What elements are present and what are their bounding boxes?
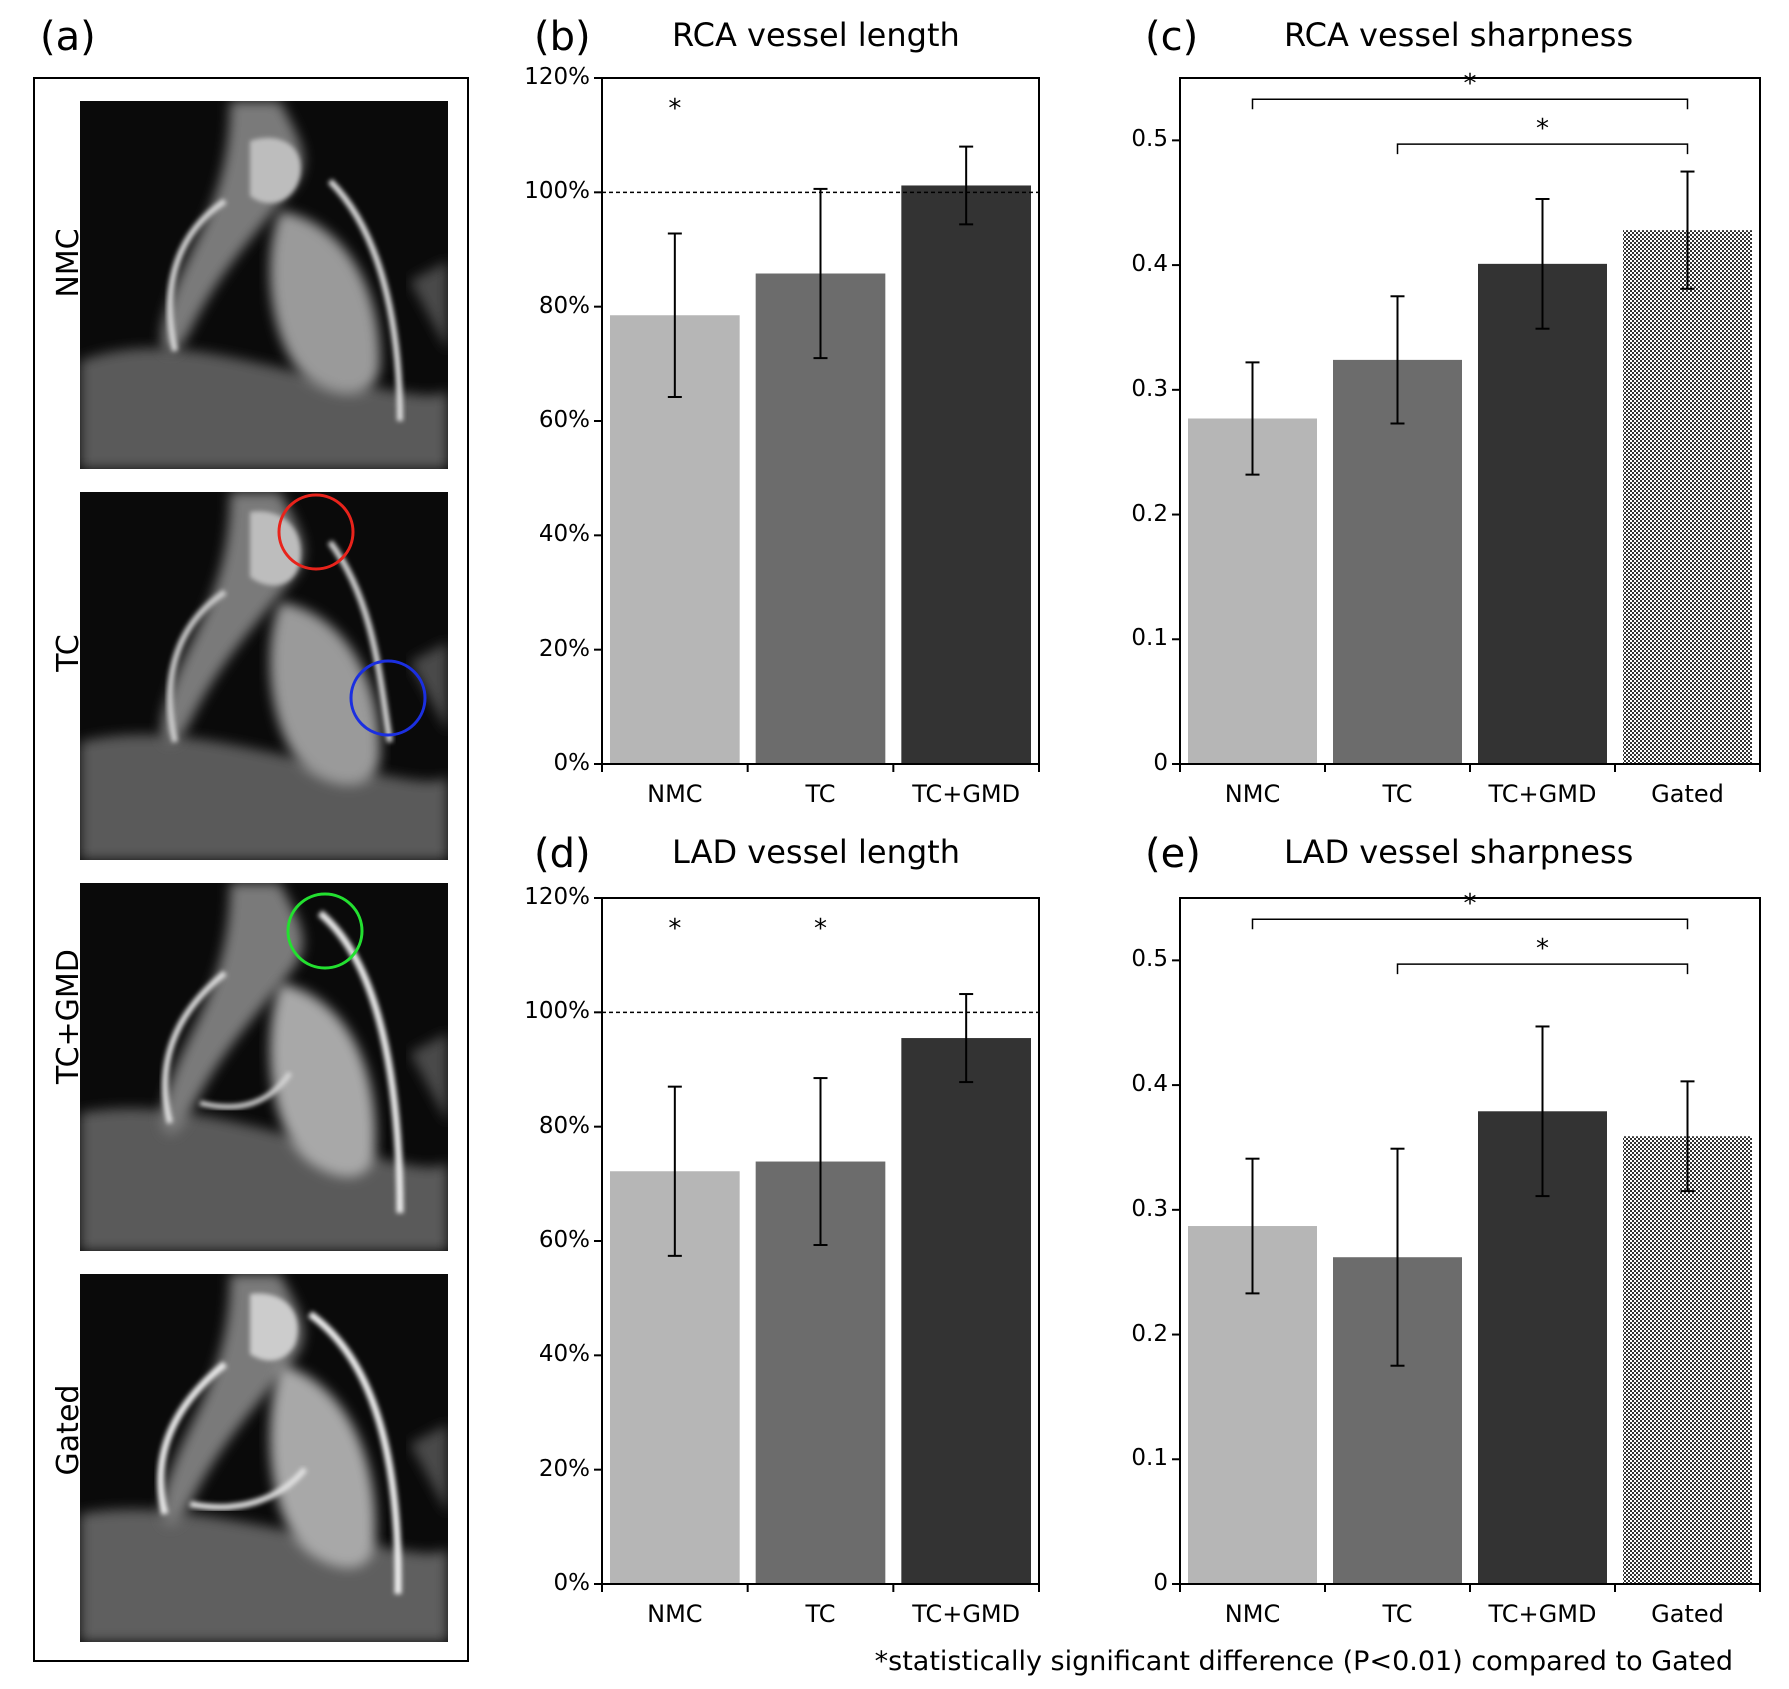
y-tick-label: 0.3 (1131, 1195, 1168, 1222)
x-tick-label: TC (1382, 1600, 1413, 1628)
significance-star: * (668, 94, 682, 124)
y-tick-label: 0% (553, 1570, 591, 1596)
significance-star: * (1536, 934, 1549, 965)
y-tick-label: 120% (524, 884, 590, 910)
significance-star: * (1463, 69, 1477, 100)
significance-star: * (814, 914, 827, 944)
mri-image-panel: NMC TC TC+GMD Gated (33, 77, 469, 1662)
significance-star: * (668, 914, 682, 944)
panel-label-b: (b) (534, 14, 591, 60)
bar-gated (1623, 230, 1752, 765)
marker-circle (349, 659, 427, 737)
y-tick-label: 0.2 (1131, 500, 1168, 527)
error-bar (1535, 197, 1550, 330)
bar-tc (1333, 359, 1462, 764)
x-tick-label: TC+GMD (912, 1600, 1021, 1628)
error-bar (1390, 1147, 1405, 1367)
marker-circle (286, 892, 364, 970)
y-tick-label: 20% (538, 1455, 590, 1482)
x-tick-label: TC (805, 780, 836, 808)
y-tick-label: 0.3 (1131, 375, 1168, 402)
y-tick-label: 0.4 (1131, 251, 1168, 278)
significance-bracket (1396, 143, 1689, 155)
y-tick-label: 0.4 (1131, 1071, 1168, 1098)
x-tick-label: TC+GMD (1488, 780, 1597, 808)
y-tick-label: 40% (538, 521, 590, 548)
y-tick-label: 20% (538, 635, 590, 662)
mri-image-tc (80, 492, 448, 860)
panel-label-a: (a) (40, 14, 96, 60)
error-bar (1535, 1025, 1550, 1198)
y-tick-label: 100% (524, 998, 590, 1025)
mri-image-nmc (80, 101, 448, 469)
error-bar (667, 232, 682, 398)
error-bar (1680, 1080, 1695, 1193)
y-tick-label: 0 (1153, 750, 1168, 776)
y-tick-label: 0.2 (1131, 1320, 1168, 1347)
x-tick-label: NMC (1224, 780, 1281, 808)
bar-gated (1623, 1136, 1752, 1584)
chart-title: RCA vessel length (672, 16, 960, 54)
bar-nmc (1188, 418, 1317, 764)
x-tick-label: TC+GMD (1488, 1600, 1597, 1628)
error-bar (667, 1085, 682, 1257)
y-tick-label: 0% (553, 750, 591, 776)
error-bar (959, 993, 974, 1084)
error-bar (1390, 295, 1405, 425)
y-tick-label: 40% (538, 1341, 590, 1368)
error-bar (1680, 170, 1695, 290)
y-tick-label: 0.1 (1131, 1445, 1168, 1472)
bar-tc-gmd (901, 1038, 1031, 1584)
chart-title: RCA vessel sharpness (1284, 16, 1634, 54)
y-tick-label: 80% (538, 292, 590, 319)
x-tick-label: NMC (647, 1600, 703, 1628)
x-tick-label: NMC (1224, 1600, 1281, 1628)
significance-star: * (1536, 114, 1549, 145)
bar-tc-gmd (1478, 263, 1607, 764)
significance-bracket (1396, 963, 1689, 975)
y-tick-label: 80% (538, 1112, 590, 1139)
significance-star: * (1463, 889, 1477, 920)
x-tick-label: TC (805, 1600, 836, 1628)
x-tick-label: TC+GMD (912, 780, 1021, 808)
error-bar (1245, 361, 1260, 476)
mri-image-tc-gmd (80, 883, 448, 1251)
panel-label-d: (d) (534, 831, 591, 877)
significance-bracket (1251, 918, 1689, 930)
y-tick-label: 120% (524, 64, 590, 90)
y-tick-label: 0.5 (1131, 126, 1168, 153)
y-tick-label: 0 (1153, 1570, 1168, 1596)
y-tick-label: 60% (538, 407, 590, 433)
error-bar (813, 187, 828, 360)
mri-image-gated (80, 1274, 448, 1642)
marker-circle (277, 493, 355, 571)
y-tick-label: 0.5 (1131, 946, 1168, 973)
y-tick-label: 0.1 (1131, 625, 1168, 652)
y-tick-label: 100% (524, 178, 590, 205)
x-tick-label: Gated (1651, 780, 1724, 808)
panel-label-e: (e) (1145, 831, 1201, 877)
y-tick-label: 60% (538, 1227, 590, 1253)
x-tick-label: TC (1382, 780, 1413, 808)
footnote: *statistically significant difference (P… (874, 1646, 1733, 1677)
significance-bracket (1251, 98, 1689, 110)
chart-title: LAD vessel length (672, 833, 960, 871)
x-tick-label: Gated (1651, 1600, 1724, 1628)
panel-label-c: (c) (1145, 14, 1199, 60)
chart-title: LAD vessel sharpness (1284, 833, 1634, 871)
error-bar (959, 145, 974, 226)
bar-tc-gmd (901, 185, 1031, 764)
error-bar (813, 1077, 828, 1247)
x-tick-label: NMC (647, 780, 703, 808)
error-bar (1245, 1157, 1260, 1295)
